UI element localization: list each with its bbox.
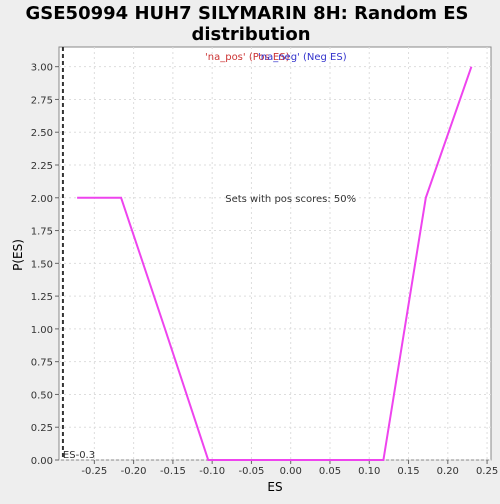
x-tick-label: -0.10 — [199, 466, 225, 477]
y-tick-label: 2.00 — [31, 194, 53, 205]
y-tick-label: 1.25 — [31, 292, 53, 303]
y-tick-label: 2.25 — [31, 161, 53, 172]
y-tick-label: 0.25 — [31, 423, 53, 434]
y-tick-label: 0.50 — [31, 390, 53, 401]
y-tick-label: 2.50 — [31, 128, 53, 139]
pos-scores-annotation: Sets with pos scores: 50% — [225, 194, 356, 205]
plot-area — [59, 47, 491, 460]
y-tick-label: 3.00 — [31, 63, 53, 74]
x-tick-label: -0.15 — [160, 466, 186, 477]
legend-neg-label: 'na_neg' (Neg ES) — [258, 52, 347, 63]
x-axis: -0.25 -0.20 -0.15 -0.10 -0.05 0.00 0.05 0.10 0.1… — [81, 460, 498, 477]
x-tick-label: 0.15 — [397, 466, 419, 477]
y-tick-label: 2.75 — [31, 95, 53, 106]
y-tick-label: 0.75 — [31, 358, 53, 369]
y-tick-label: 1.00 — [31, 325, 53, 336]
y-axis: 0.00 0.25 0.50 0.75 1.00 1.25 1.50 1.75 2.00 2.25… — [31, 63, 59, 467]
x-tick-label: -0.05 — [238, 466, 264, 477]
x-axis-label: ES — [267, 480, 282, 494]
y-axis-label: P(ES) — [11, 239, 25, 271]
x-tick-label: 0.20 — [437, 466, 459, 477]
y-tick-label: 1.50 — [31, 259, 53, 270]
x-tick-label: 0.00 — [280, 466, 302, 477]
es-marker-label: ES-0.3 — [63, 450, 95, 461]
x-tick-label: 0.10 — [358, 466, 380, 477]
chart-title-line1: GSE50994 HUH7 SILYMARIN 8H: Random ES — [26, 3, 469, 24]
x-tick-label: 0.05 — [319, 466, 341, 477]
x-tick-label: -0.25 — [81, 466, 107, 477]
x-tick-label: -0.20 — [121, 466, 147, 477]
y-tick-label: 1.75 — [31, 227, 53, 238]
x-tick-label: 0.25 — [476, 466, 498, 477]
chart-title-line2: distribution — [191, 24, 310, 45]
y-tick-label: 0.00 — [31, 456, 53, 467]
